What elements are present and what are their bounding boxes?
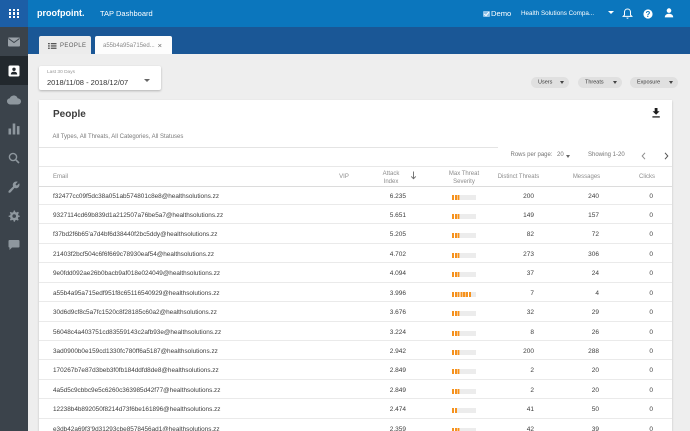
- svg-text:?: ?: [646, 9, 651, 18]
